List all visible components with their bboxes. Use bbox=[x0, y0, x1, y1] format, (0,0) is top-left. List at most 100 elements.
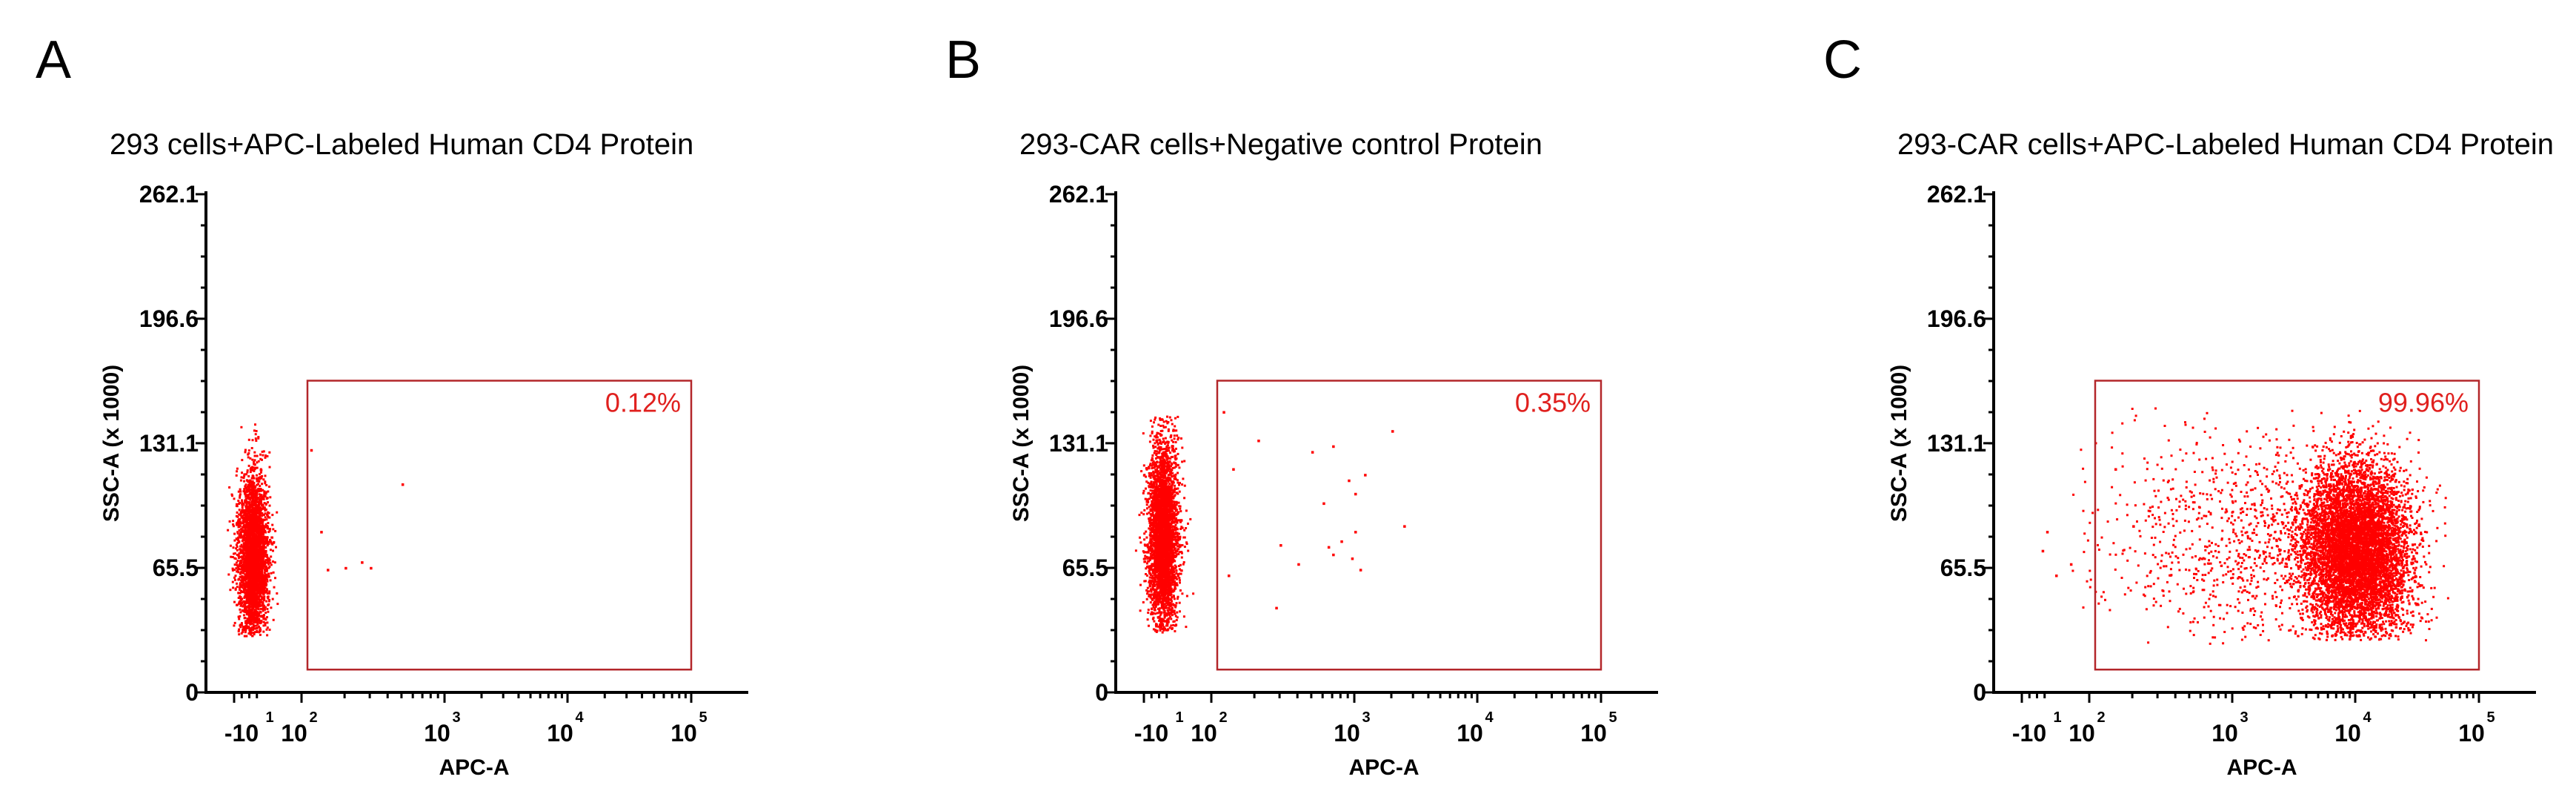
data-point bbox=[264, 566, 267, 568]
data-point bbox=[264, 516, 267, 519]
data-point bbox=[260, 533, 263, 536]
data-point bbox=[250, 629, 253, 632]
data-point bbox=[1161, 483, 1164, 486]
data-point bbox=[239, 626, 242, 629]
data-point bbox=[1146, 507, 1148, 510]
data-point bbox=[1145, 555, 1148, 558]
data-point bbox=[269, 561, 272, 564]
data-point bbox=[270, 555, 273, 558]
data-point bbox=[262, 454, 264, 457]
data-point bbox=[236, 546, 239, 548]
data-point bbox=[246, 562, 249, 565]
data-point bbox=[233, 497, 236, 500]
data-point bbox=[239, 511, 242, 514]
data-point bbox=[244, 588, 247, 591]
data-point bbox=[253, 560, 256, 563]
data-point bbox=[233, 621, 236, 624]
data-point bbox=[1145, 536, 1148, 539]
data-point bbox=[259, 518, 262, 521]
data-point bbox=[247, 526, 250, 529]
data-point bbox=[248, 603, 251, 606]
data-point bbox=[255, 430, 258, 432]
data-point bbox=[263, 507, 266, 510]
data-point bbox=[248, 563, 251, 566]
data-point bbox=[267, 575, 270, 578]
data-point bbox=[259, 630, 262, 632]
data-point bbox=[1176, 519, 1179, 522]
data-point bbox=[247, 587, 250, 590]
data-point bbox=[259, 586, 262, 589]
data-point bbox=[261, 540, 264, 543]
data-point bbox=[261, 566, 264, 569]
data-point bbox=[244, 495, 247, 498]
data-point bbox=[1158, 485, 1161, 488]
data-point bbox=[252, 576, 254, 579]
data-point bbox=[1155, 625, 1158, 628]
data-point bbox=[239, 512, 242, 515]
data-point bbox=[1183, 460, 1186, 463]
data-point bbox=[261, 591, 264, 594]
data-point bbox=[244, 621, 247, 624]
data-point bbox=[247, 449, 250, 452]
data-point bbox=[251, 607, 254, 609]
data-point bbox=[258, 546, 261, 549]
data-point bbox=[268, 451, 271, 454]
data-point bbox=[247, 494, 250, 497]
data-point bbox=[233, 532, 236, 535]
data-point bbox=[261, 483, 264, 486]
data-point bbox=[250, 484, 253, 487]
data-point bbox=[257, 556, 260, 558]
data-point bbox=[252, 485, 255, 488]
data-point bbox=[262, 542, 265, 545]
data-point bbox=[255, 537, 258, 540]
data-point bbox=[256, 580, 259, 583]
data-point bbox=[266, 621, 269, 624]
data-point bbox=[251, 522, 254, 525]
data-point bbox=[240, 576, 243, 579]
data-point bbox=[244, 526, 247, 529]
data-point bbox=[264, 608, 266, 611]
data-point bbox=[260, 536, 263, 539]
data-point bbox=[236, 559, 239, 562]
data-point bbox=[236, 565, 239, 568]
data-point bbox=[266, 556, 269, 558]
data-point bbox=[1149, 476, 1152, 479]
data-point bbox=[255, 624, 258, 627]
data-point bbox=[232, 525, 235, 528]
data-point bbox=[250, 618, 253, 621]
data-point bbox=[250, 493, 253, 496]
data-point bbox=[246, 600, 249, 603]
data-point bbox=[242, 569, 244, 572]
data-point bbox=[1158, 446, 1161, 448]
data-point bbox=[239, 494, 242, 497]
data-point bbox=[1174, 580, 1176, 583]
data-point bbox=[247, 589, 250, 592]
y-tick-label: 196.6 bbox=[139, 305, 199, 332]
data-point bbox=[245, 553, 248, 556]
data-point bbox=[248, 612, 251, 615]
data-point bbox=[253, 451, 256, 454]
data-point bbox=[1171, 439, 1174, 442]
data-point bbox=[1170, 587, 1173, 590]
data-point bbox=[253, 463, 256, 466]
data-point bbox=[254, 523, 257, 526]
data-point bbox=[243, 617, 246, 620]
data-point bbox=[1158, 477, 1161, 480]
data-point bbox=[1148, 467, 1151, 470]
data-point bbox=[247, 632, 250, 635]
data-point bbox=[256, 563, 258, 565]
data-points bbox=[1134, 411, 1406, 634]
data-point bbox=[265, 484, 268, 486]
data-point bbox=[242, 600, 245, 603]
data-point bbox=[247, 486, 250, 488]
data-point bbox=[244, 493, 247, 496]
data-point bbox=[1152, 498, 1155, 501]
data-point bbox=[264, 531, 267, 534]
data-point bbox=[256, 555, 259, 557]
data-point bbox=[234, 575, 237, 577]
data-point bbox=[247, 508, 249, 511]
data-point bbox=[232, 523, 235, 526]
panel-letter: A bbox=[36, 30, 71, 90]
data-point bbox=[236, 523, 239, 526]
